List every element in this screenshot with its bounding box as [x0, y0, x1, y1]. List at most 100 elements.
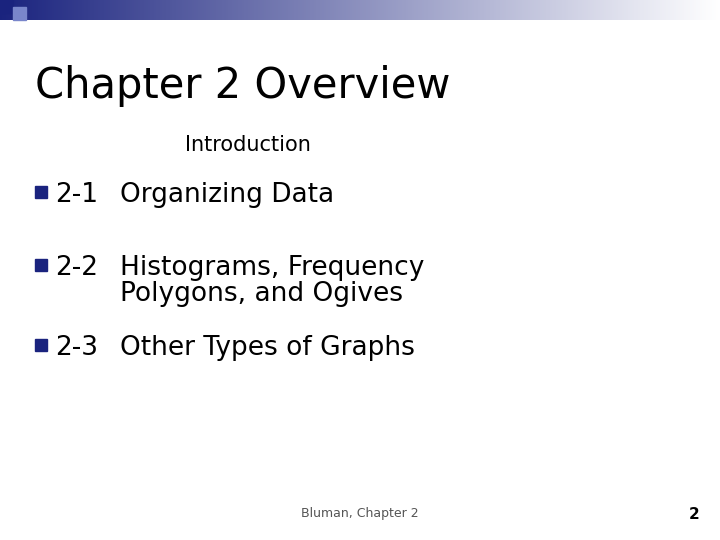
Bar — [252, 0, 254, 20]
Bar — [512, 0, 514, 20]
Bar — [678, 0, 680, 20]
Bar — [352, 0, 354, 20]
Bar — [306, 0, 308, 20]
Bar — [474, 0, 476, 20]
Bar — [34, 0, 36, 20]
Bar — [518, 0, 520, 20]
Bar — [672, 0, 674, 20]
Text: Polygons, and Ogives: Polygons, and Ogives — [120, 281, 403, 307]
Bar — [258, 0, 260, 20]
Bar — [314, 0, 316, 20]
Bar — [12, 0, 14, 20]
Bar — [308, 0, 310, 20]
Bar — [584, 0, 586, 20]
Bar — [142, 0, 144, 20]
Bar — [264, 0, 266, 20]
Bar — [628, 0, 630, 20]
Bar — [468, 0, 470, 20]
Bar — [82, 0, 84, 20]
Bar — [416, 0, 418, 20]
Bar — [90, 0, 92, 20]
Bar — [676, 0, 678, 20]
Bar — [682, 0, 684, 20]
Bar — [282, 0, 284, 20]
Bar — [222, 0, 224, 20]
Bar — [298, 0, 300, 20]
Bar — [35, 259, 47, 271]
Bar — [4, 0, 6, 20]
Bar — [432, 0, 434, 20]
Bar — [668, 0, 670, 20]
Bar — [292, 0, 294, 20]
Bar — [242, 0, 244, 20]
Bar — [462, 0, 464, 20]
Bar — [484, 0, 486, 20]
Bar — [362, 0, 364, 20]
Bar — [694, 0, 696, 20]
Bar — [182, 0, 184, 20]
Bar — [392, 0, 394, 20]
Bar — [10, 0, 12, 20]
Bar — [634, 0, 636, 20]
Bar — [374, 0, 376, 20]
Bar — [300, 0, 302, 20]
Bar — [64, 0, 66, 20]
Bar — [456, 0, 458, 20]
Bar — [692, 0, 694, 20]
Bar — [276, 0, 278, 20]
Bar — [32, 0, 34, 20]
Bar — [558, 0, 560, 20]
Bar — [304, 0, 306, 20]
Bar — [38, 0, 40, 20]
Bar — [18, 0, 20, 20]
Bar — [710, 0, 712, 20]
Bar — [74, 0, 76, 20]
Bar — [544, 0, 546, 20]
Bar — [128, 0, 130, 20]
Bar — [478, 0, 480, 20]
Bar — [66, 0, 68, 20]
Bar — [0, 0, 2, 20]
Bar — [600, 0, 602, 20]
Bar — [466, 0, 468, 20]
Bar — [522, 0, 524, 20]
Bar — [226, 0, 228, 20]
Bar — [228, 0, 230, 20]
Bar — [716, 0, 718, 20]
Bar — [630, 0, 632, 20]
Bar — [434, 0, 436, 20]
Bar — [244, 0, 246, 20]
Bar — [278, 0, 280, 20]
Bar — [288, 0, 290, 20]
Bar — [318, 0, 320, 20]
Bar — [180, 0, 182, 20]
Bar — [604, 0, 606, 20]
Bar — [284, 0, 286, 20]
Bar — [118, 0, 120, 20]
Bar — [168, 0, 170, 20]
Bar — [698, 0, 700, 20]
Bar — [534, 0, 536, 20]
Bar — [262, 0, 264, 20]
Bar — [154, 0, 156, 20]
Bar — [496, 0, 498, 20]
Bar — [216, 0, 218, 20]
Bar — [504, 0, 506, 20]
Bar — [646, 0, 648, 20]
Bar — [514, 0, 516, 20]
Bar — [372, 0, 374, 20]
Bar — [376, 0, 378, 20]
Bar — [202, 0, 204, 20]
Bar — [166, 0, 168, 20]
Bar — [386, 0, 388, 20]
Bar — [134, 0, 136, 20]
Bar — [656, 0, 658, 20]
Text: Introduction: Introduction — [185, 135, 311, 155]
Bar — [138, 0, 140, 20]
Bar — [50, 0, 52, 20]
Bar — [106, 0, 108, 20]
Bar — [488, 0, 490, 20]
Bar — [476, 0, 478, 20]
Bar — [464, 0, 466, 20]
Bar — [210, 0, 212, 20]
